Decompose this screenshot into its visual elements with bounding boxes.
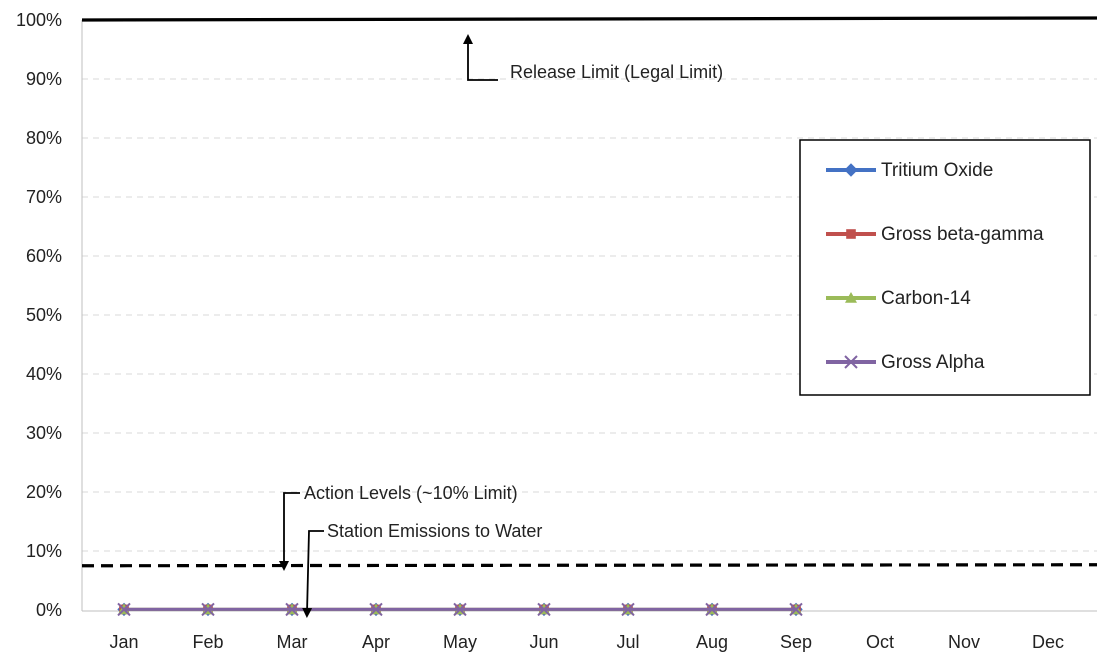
y-tick-label: 90% [26,69,62,89]
legend-item-gross-beta-gamma: Gross beta-gamma [826,224,1044,245]
data-point [789,602,803,617]
legend-swatch-marker [846,229,856,239]
x-tick-label: Feb [192,632,223,652]
action-level-line [81,563,1097,568]
y-tick-label: 50% [26,305,62,325]
annotation-station-emissions-label: Station Emissions to Water [327,521,542,541]
y-tick-label: 80% [26,128,62,148]
legend-swatch-marker [844,163,858,177]
y-tick-label: 20% [26,482,62,502]
y-tick-label: 30% [26,423,62,443]
annotation-station-emissions-arrow [302,530,324,618]
annotation-release-limit-label: Release Limit (Legal Limit) [510,62,723,82]
y-tick-label: 60% [26,246,62,266]
y-tick-label: 70% [26,187,62,207]
data-point [453,602,467,617]
y-tick-label: 0% [36,600,62,620]
annotation-release-limit: Release Limit (Legal Limit) [463,34,723,82]
x-tick-label: Nov [948,632,980,652]
legend-item-tritium-oxide: Tritium Oxide [826,160,993,181]
annotation-action-levels: Action Levels (~10% Limit) [279,483,518,571]
x-tick-label: Jun [529,632,558,652]
data-point [537,602,551,617]
x-tick-label: Aug [696,632,728,652]
legend-swatch-marker [845,292,857,303]
legend-label: Tritium Oxide [881,160,993,181]
x-tick-label: Mar [277,632,308,652]
annotation-action-levels-label: Action Levels (~10% Limit) [304,483,518,503]
data-point [369,602,383,617]
grid-lines [82,78,1097,612]
x-tick-label: Oct [866,632,894,652]
annotation-release-limit-arrow [463,34,498,81]
data-point [117,602,131,617]
x-tick-label: May [443,632,477,652]
legend-label: Gross Alpha [881,352,985,373]
legend-label: Gross beta-gamma [881,224,1044,245]
legend-swatch-marker [844,355,858,369]
y-tick-label: 100% [16,10,62,30]
legend-items: Tritium Oxide Gross beta-gamma Carbon-14 Gr… [826,160,1044,373]
x-axis-tick-labels: Jan Feb Mar Apr May Jun Jul Aug Sep Oct Nov Dec [109,632,1064,652]
annotation-station-emissions: Station Emissions to Water [302,521,542,618]
x-tick-label: Dec [1032,632,1064,652]
legend-label: Carbon-14 [881,288,971,309]
data-point [285,602,299,617]
legend-item-gross-alpha: Gross Alpha [826,352,985,373]
x-tick-label: Sep [780,632,812,652]
y-tick-label: 40% [26,364,62,384]
x-tick-label: Apr [362,632,390,652]
x-tick-label: Jan [109,632,138,652]
series-group [117,602,803,617]
annotation-action-levels-arrow [279,492,300,571]
data-point [201,602,215,617]
y-tick-label: 10% [26,541,62,561]
legend-item-carbon-14: Carbon-14 [826,288,971,309]
series-gross-alpha [117,602,803,617]
data-point [705,602,719,617]
legend: Tritium Oxide Gross beta-gamma Carbon-14 Gr… [799,139,1091,396]
release-limit-line [81,16,1097,22]
data-point [621,602,635,617]
legend-box [799,139,1091,396]
y-axis-tick-labels: 0% 10% 20% 30% 40% 50% 60% 70% 80% 90% 100% [16,10,62,620]
x-tick-label: Jul [616,632,639,652]
reference-lines [81,16,1097,568]
